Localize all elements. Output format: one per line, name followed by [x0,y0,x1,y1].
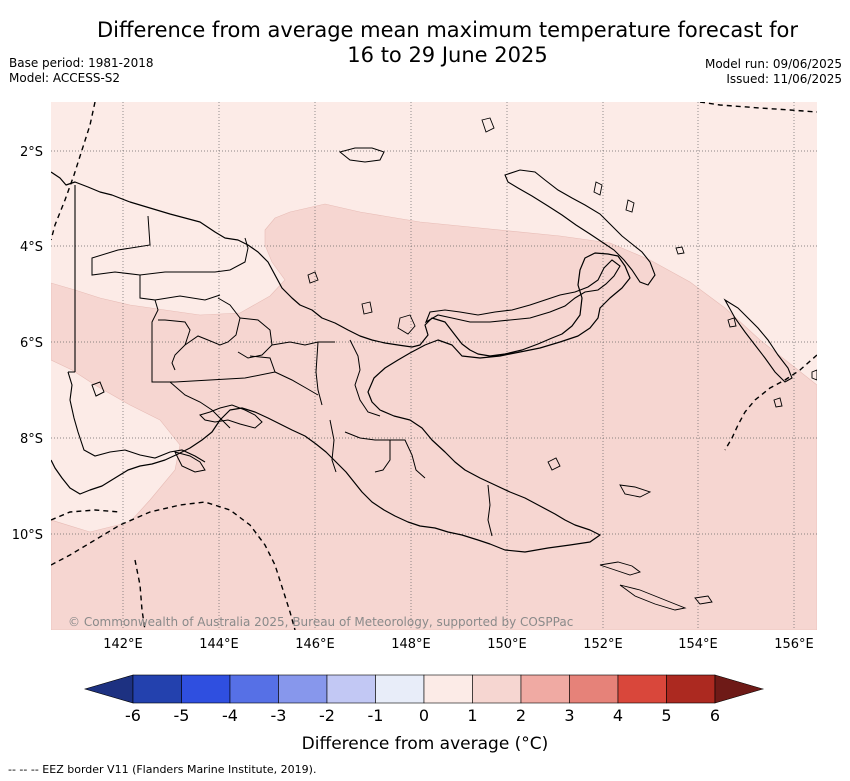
lon-label: 144°E [199,637,239,652]
title-line-1: Difference from average mean maximum tem… [97,18,798,42]
lat-label: 8°S [20,432,43,447]
model-label: Model: ACCESS-S2 [9,71,121,85]
new-guinea-coastline [51,171,631,553]
colorbar-tick-label: -2 [319,706,335,725]
lon-label: 148°E [391,637,431,652]
lat-label: 4°S [20,240,43,255]
colorbar-tick-label: -4 [222,706,238,725]
issued-label: Issued: 11/06/2025 [726,72,842,86]
new-britain-coastline [424,259,621,324]
south-coast [67,371,206,463]
colorbar-bin [278,674,328,704]
colorbar-bin [472,674,522,704]
eez-border [51,102,817,630]
lon-label: 142°E [103,637,143,652]
lat-label: 2°S [20,145,43,160]
small-islands [307,117,817,611]
longitude-labels: 142°E 144°E 146°E 148°E 150°E 152°E 154°… [103,637,814,652]
colorbar-bin [229,674,279,704]
colorbar-bin [520,674,570,704]
lat-label: 6°S [20,336,43,351]
colorbar-ticks: -6 -5 -4 -3 -2 -1 0 1 2 3 4 5 6 [125,706,720,725]
bougainville-coastline [723,298,793,383]
lon-label: 152°E [583,637,623,652]
international-border [68,185,76,373]
province-boundaries [91,215,493,537]
manus-coastline [338,147,385,163]
colorbar-bin [617,674,667,704]
colorbar-arrow-high [714,674,765,704]
colorbar-bin [181,674,231,704]
graticule [51,102,817,630]
anomaly-1-2-region [51,203,817,630]
colorbar-bin [666,674,716,704]
colorbar-tick-label: -6 [125,706,141,725]
colorbar-tick-label: 5 [661,706,671,725]
latitude-labels: 2°S 4°S 6°S 8°S 10°S [12,145,43,543]
colorbar-tick-label: -1 [368,706,384,725]
colorbar-tick-label: 3 [564,706,574,725]
meta-right: Model run: 09/06/2025 Issued: 11/06/2025 [705,57,842,87]
colorbar-bin [375,674,425,704]
new-ireland-coastline [504,169,656,286]
colorbar-tick-label: -5 [174,706,190,725]
base-period-label: Base period: 1981-2018 [9,56,154,70]
eez-footnote: -- -- -- EEZ border V11 (Flanders Marine… [8,763,317,776]
meta-left: Base period: 1981-2018 Model: ACCESS-S2 [9,56,154,86]
map-area: © Commonwealth of Australia 2025, Bureau… [51,102,817,630]
colorbar-tick-label: -3 [271,706,287,725]
colorbar-bin [132,674,182,704]
model-run-label: Model run: 09/06/2025 [704,57,842,71]
copyright-text: © Commonwealth of Australia 2025, Bureau… [68,615,573,629]
lat-label: 10°S [12,528,43,543]
colorbar-arrow-low [83,674,134,704]
title-line-2: 16 to 29 June 2025 [347,43,548,67]
lon-label: 150°E [487,637,527,652]
colorbar-bin [326,674,376,704]
lon-label: 156°E [774,637,814,652]
colorbar-tick-label: 2 [516,706,526,725]
lon-label: 154°E [678,637,718,652]
highlands-boundary [169,381,231,429]
anomaly-0-1-patch [51,375,172,505]
colorbar-title: Difference from average (°C) [302,734,549,754]
colorbar-bin [569,674,619,704]
colorbar-tick-label: 6 [710,706,720,725]
delta-detail [91,381,263,473]
colorbar-tick-label: 1 [467,706,477,725]
colorbar-tick-label: 4 [613,706,623,725]
colorbar-bin [423,674,473,704]
colorbar [83,674,765,704]
map-title: Difference from average mean maximum tem… [60,18,835,68]
colorbar-tick-label: 0 [419,706,429,725]
lon-label: 146°E [295,637,335,652]
